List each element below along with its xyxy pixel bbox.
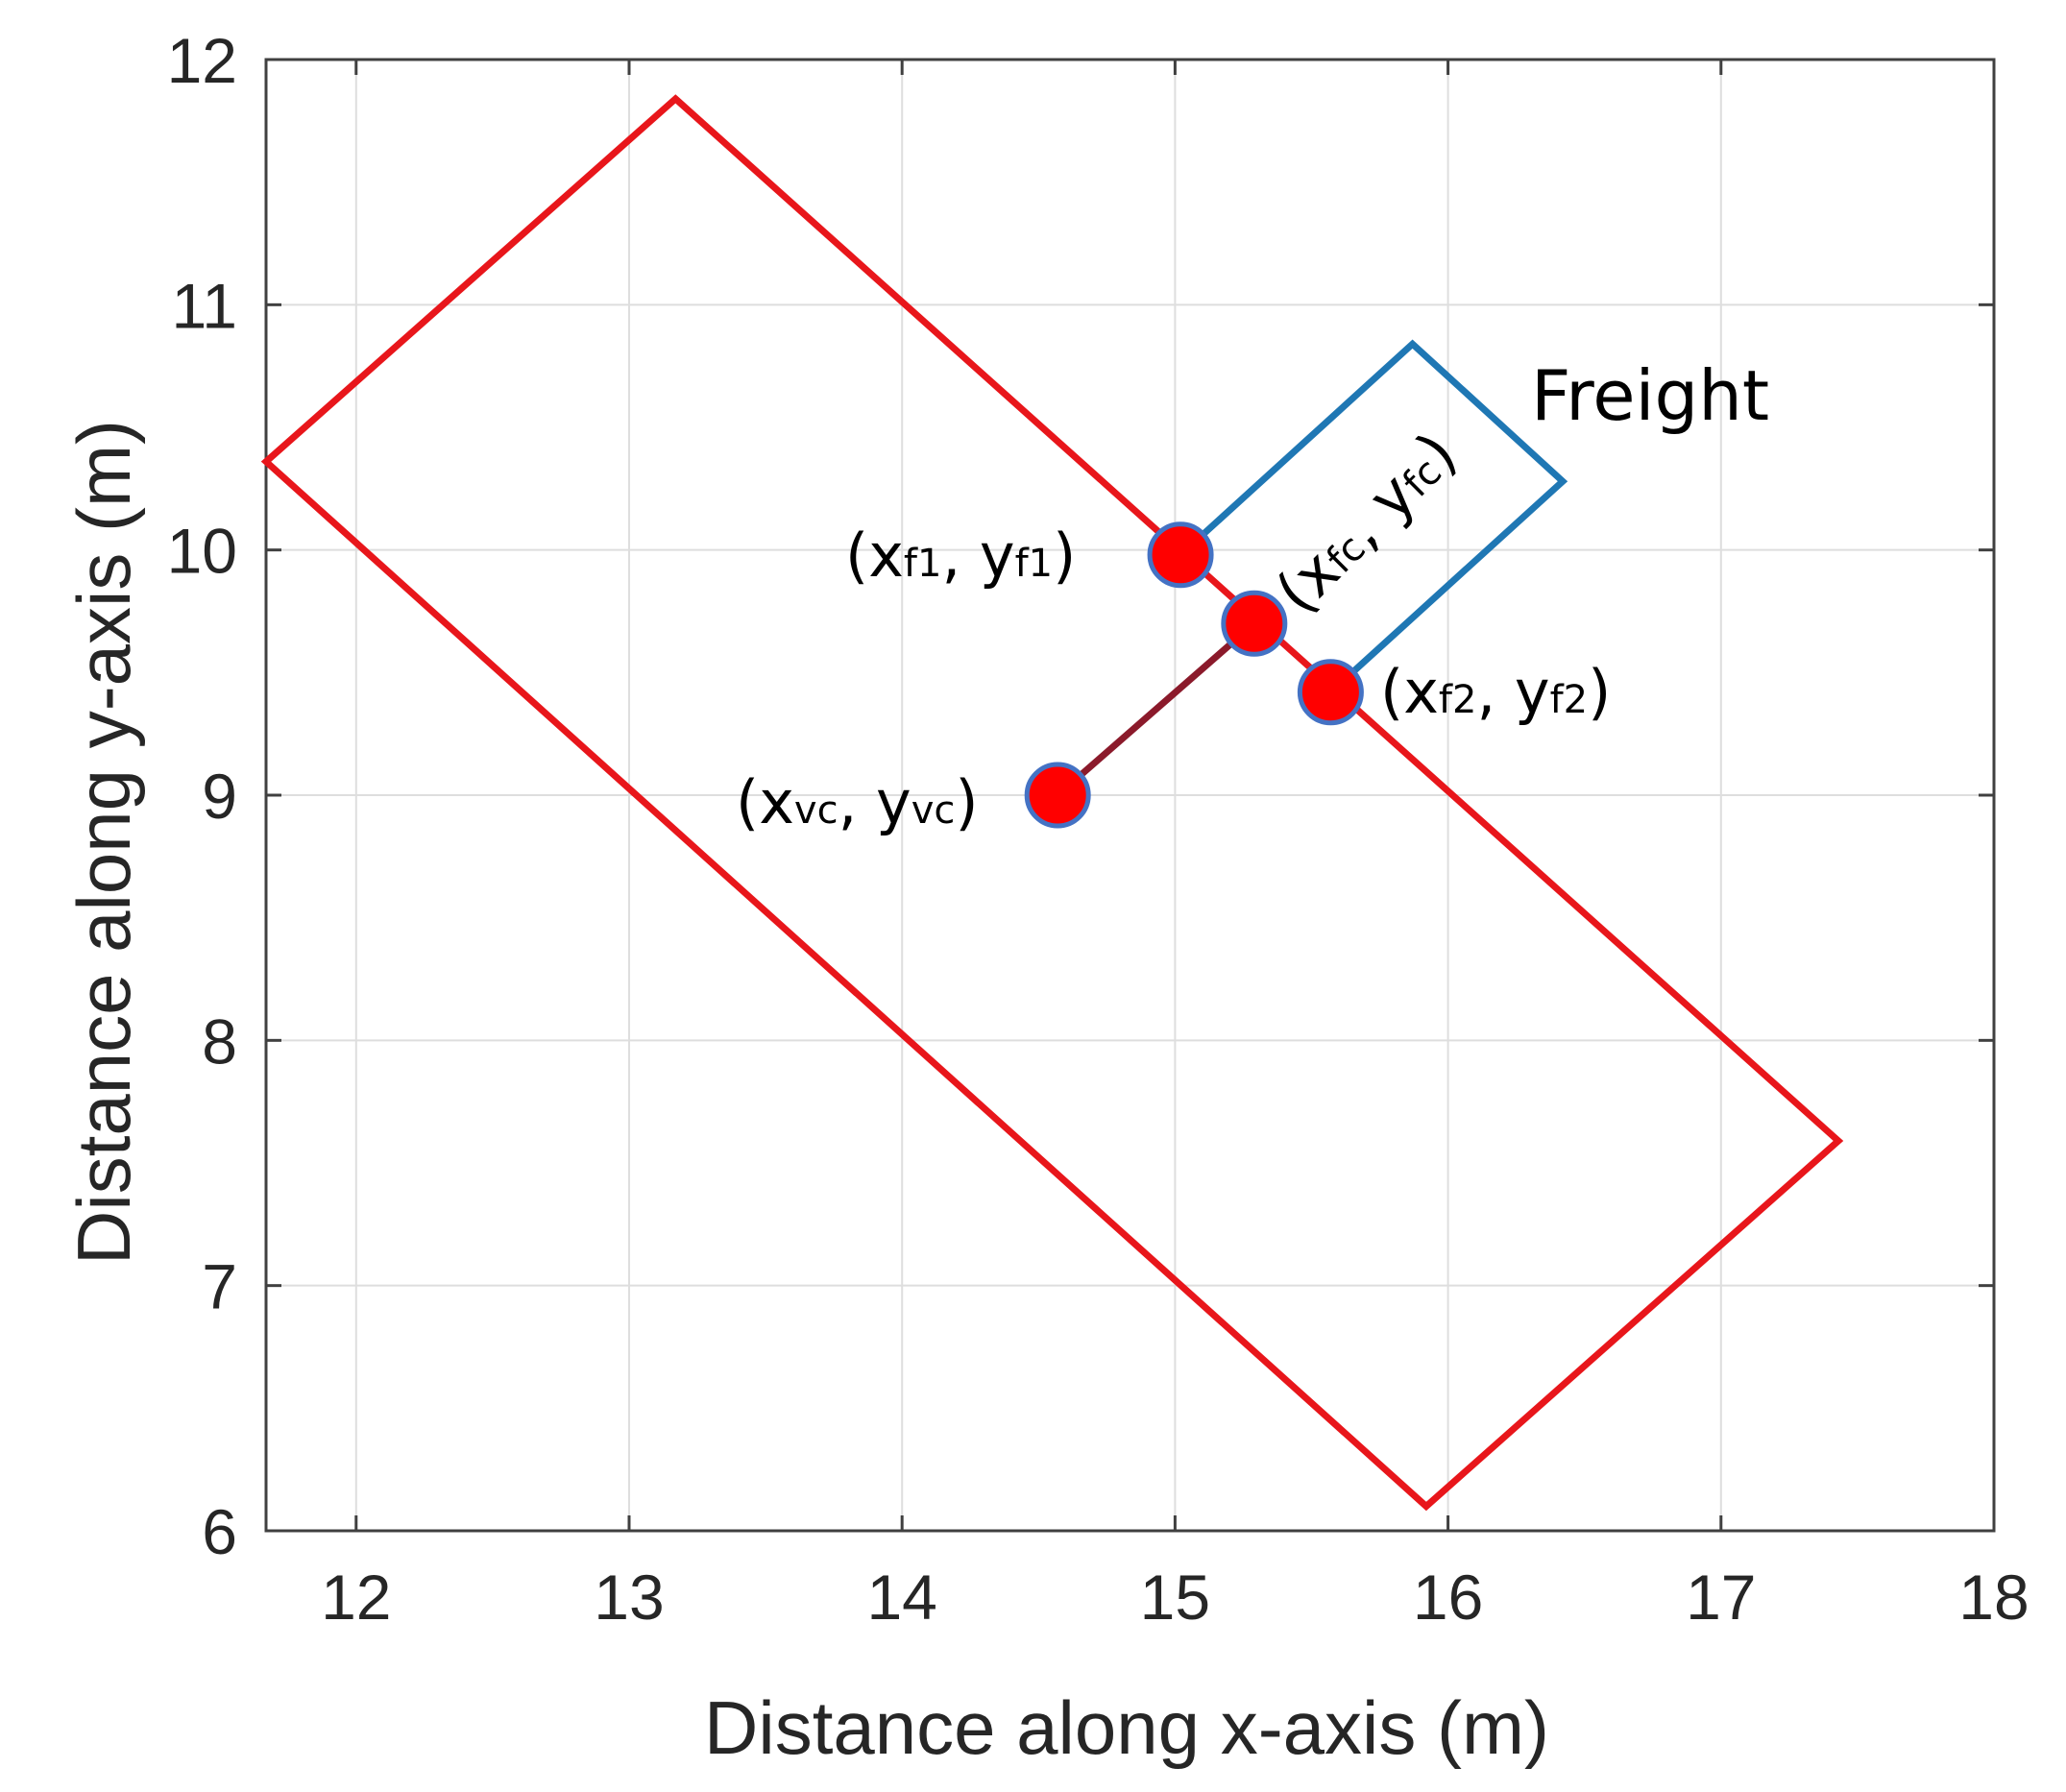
x-tick-label-15: 15 (1140, 1562, 1210, 1633)
x-tick-label-17: 17 (1686, 1562, 1756, 1633)
points-group (1024, 521, 1364, 829)
freight-label: Freight (1531, 355, 1769, 436)
point-fc (1221, 590, 1288, 657)
y-tick-label-8: 8 (202, 1005, 237, 1077)
y-axis-label: Distance along y-axis (m) (61, 420, 146, 1265)
y-tick-label-9: 9 (202, 761, 237, 832)
x-tick-label-13: 13 (594, 1562, 664, 1633)
vehicle-series (260, 94, 1844, 1512)
x-tick-label-12: 12 (321, 1562, 391, 1633)
point-f1 (1147, 521, 1214, 589)
x-axis-label: Distance along x-axis (m) (704, 1685, 1549, 1770)
freight-series (1178, 339, 1568, 695)
y-tick-label-12: 12 (167, 25, 237, 96)
ticks: 12 13 14 15 16 17 18 6 7 8 9 10 11 12 (167, 25, 2030, 1633)
x-tick-label-14: 14 (866, 1562, 936, 1633)
label-vc: (xvc, yvc) (736, 767, 979, 837)
connector-series (1055, 620, 1257, 798)
grid (266, 59, 1995, 1532)
series-group (260, 94, 1844, 1512)
point-f2 (1297, 659, 1364, 726)
x-tick-label-18: 18 (1958, 1562, 2029, 1633)
label-f2: (xf2, yf2) (1380, 657, 1611, 727)
point-vc (1024, 762, 1091, 829)
y-tick-label-6: 6 (202, 1496, 237, 1567)
label-f1: (xf1, yf1) (845, 521, 1076, 591)
y-tick-label-11: 11 (171, 270, 237, 341)
x-tick-label-16: 16 (1413, 1562, 1483, 1633)
y-tick-label-7: 7 (202, 1251, 237, 1322)
y-tick-label-10: 10 (167, 516, 237, 587)
